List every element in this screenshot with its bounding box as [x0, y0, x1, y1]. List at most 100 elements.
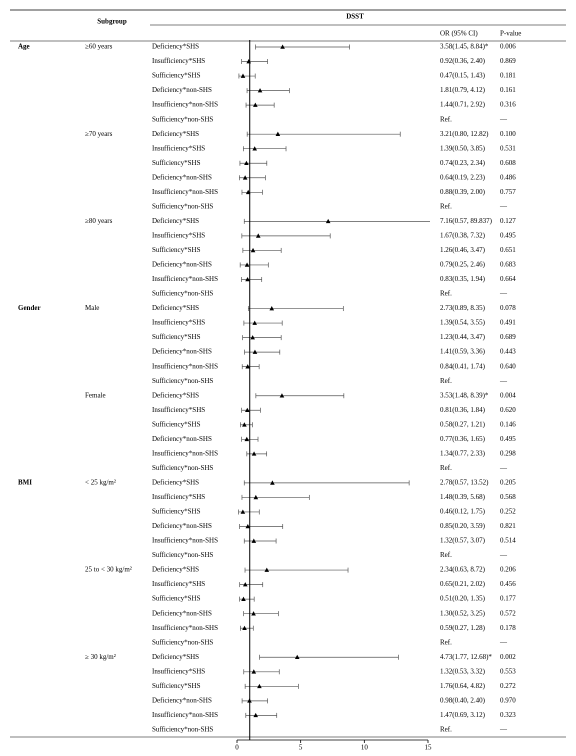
estimate-label: 0.84(0.41, 1.74)	[440, 362, 486, 370]
estimate-marker	[279, 393, 285, 398]
subgroup-header: Subgroup	[97, 18, 127, 26]
estimate-marker	[242, 422, 247, 427]
x-tick-label: 10	[361, 744, 369, 752]
row-label: Insufficiency*SHS	[152, 406, 205, 414]
estimate-label: Ref.	[440, 115, 452, 123]
p-value: 0.456	[500, 580, 516, 588]
p-value: 0.127	[500, 217, 516, 225]
row-label: Deficiency*SHS	[152, 566, 199, 574]
estimate-marker	[251, 611, 256, 616]
row-label: Insufficiency*non-SHS	[152, 711, 218, 719]
estimate-marker	[252, 349, 258, 354]
estimate-label: 0.92(0.36, 2.40)	[440, 57, 486, 65]
p-value: —	[499, 115, 508, 123]
subgroup-label: ≥70 years	[85, 130, 113, 138]
estimate-marker	[253, 102, 258, 107]
estimate-label: 0.79(0.25, 2.46)	[440, 261, 486, 269]
row-label: Insufficiency*non-SHS	[152, 362, 218, 370]
estimate-label: Ref.	[440, 464, 452, 472]
row-label: Deficiency*non-SHS	[152, 173, 212, 181]
row-label: Sufficiency*non-SHS	[152, 290, 213, 298]
estimate-marker	[270, 480, 275, 485]
row-label: Deficiency*non-SHS	[152, 261, 212, 269]
estimate-marker	[250, 247, 256, 253]
estimate-marker	[251, 538, 257, 543]
p-value: 0.651	[500, 246, 516, 254]
row-label: Sufficiency*SHS	[152, 508, 201, 516]
p-value: 0.821	[500, 522, 516, 530]
estimate-label: Ref.	[440, 638, 452, 646]
row-label: Sufficiency*SHS	[152, 420, 201, 428]
row-label: Deficiency*SHS	[152, 391, 199, 399]
row-label: Sufficiency*non-SHS	[152, 115, 213, 123]
p-value: 0.869	[500, 57, 516, 65]
estimate-label: 1.67(0.38, 7.32)	[440, 231, 486, 239]
estimate-marker	[242, 625, 247, 630]
row-label: Insufficiency*non-SHS	[152, 275, 218, 283]
p-value: 0.177	[500, 595, 516, 603]
p-value: 0.495	[500, 231, 516, 239]
estimate-label: 3.58(1.45, 8.84)*	[440, 43, 489, 51]
subgroup-label: ≥ 30 kg/m²	[85, 653, 116, 661]
estimate-marker	[257, 88, 263, 93]
row-label: Sufficiency*SHS	[152, 72, 201, 80]
row-label: Deficiency*SHS	[152, 130, 199, 138]
p-value: 0.757	[500, 188, 516, 196]
row-label: Sufficiency*non-SHS	[152, 726, 213, 734]
estimate-label: 1.76(0.64, 4.82)	[440, 682, 486, 690]
row-label: Deficiency*non-SHS	[152, 696, 212, 704]
p-value: 0.443	[500, 348, 516, 356]
x-tick-label: 5	[299, 744, 303, 752]
estimate-label: Ref.	[440, 202, 452, 210]
estimate-label: 1.39(0.50, 3.85)	[440, 144, 486, 152]
estimate-marker	[250, 335, 255, 340]
p-value: 0.100	[500, 130, 516, 138]
row-label: Insufficiency*SHS	[152, 580, 205, 588]
row-label: Insufficiency*non-SHS	[152, 537, 218, 545]
row-label: Insufficiency*SHS	[152, 493, 205, 501]
row-label: Insufficiency*SHS	[152, 57, 205, 65]
subgroup-label: Female	[85, 391, 106, 399]
estimate-marker	[244, 436, 250, 442]
row-label: Deficiency*SHS	[152, 217, 199, 225]
row-label: Insufficiency*SHS	[152, 319, 205, 327]
row-label: Deficiency*non-SHS	[152, 522, 212, 530]
estimate-label: 1.81(0.79, 4.12)	[440, 86, 486, 94]
row-label: Insufficiency*non-SHS	[152, 624, 218, 632]
p-value: 0.078	[500, 304, 516, 312]
row-label: Sufficiency*SHS	[152, 159, 201, 167]
p-value: —	[499, 638, 508, 646]
p-value: 0.272	[500, 682, 516, 690]
estimate-label: 1.39(0.54, 3.55)	[440, 319, 486, 327]
estimate-marker	[275, 131, 281, 136]
row-label: Deficiency*non-SHS	[152, 348, 212, 356]
row-label: Sufficiency*SHS	[152, 595, 201, 603]
estimate-label: 0.64(0.19, 2.23)	[440, 173, 486, 181]
subgroup-label: Male	[85, 304, 99, 312]
estimate-marker	[240, 73, 246, 78]
estimate-marker	[252, 320, 257, 325]
row-label: Sufficiency*non-SHS	[152, 377, 213, 385]
row-label: Deficiency*SHS	[152, 653, 199, 661]
row-label: Sufficiency*SHS	[152, 682, 201, 690]
group-label: Gender	[18, 304, 41, 312]
estimate-label: 2.73(0.89, 8.35)	[440, 304, 486, 312]
p-value: 0.006	[500, 43, 516, 51]
p-value: 0.181	[500, 72, 516, 80]
row-label: Insufficiency*SHS	[152, 231, 205, 239]
estimate-marker	[251, 451, 257, 456]
estimate-marker	[242, 175, 248, 180]
x-tick-label: 0	[235, 744, 239, 752]
estimate-label: 0.74(0.23, 2.34)	[440, 159, 486, 167]
estimate-label: 0.83(0.35, 1.94)	[440, 275, 486, 283]
estimate-label: 3.21(0.80, 12.82)	[440, 130, 489, 138]
p-value: 0.568	[500, 493, 516, 501]
estimate-label: 0.51(0.20, 1.35)	[440, 595, 486, 603]
subgroup-label: ≥80 years	[85, 217, 113, 225]
row-label: Insufficiency*non-SHS	[152, 101, 218, 109]
group-label: Age	[18, 43, 30, 51]
estimate-marker	[269, 306, 275, 311]
row-label: Sufficiency*SHS	[152, 333, 201, 341]
estimate-label: 1.47(0.69, 3.12)	[440, 711, 486, 719]
